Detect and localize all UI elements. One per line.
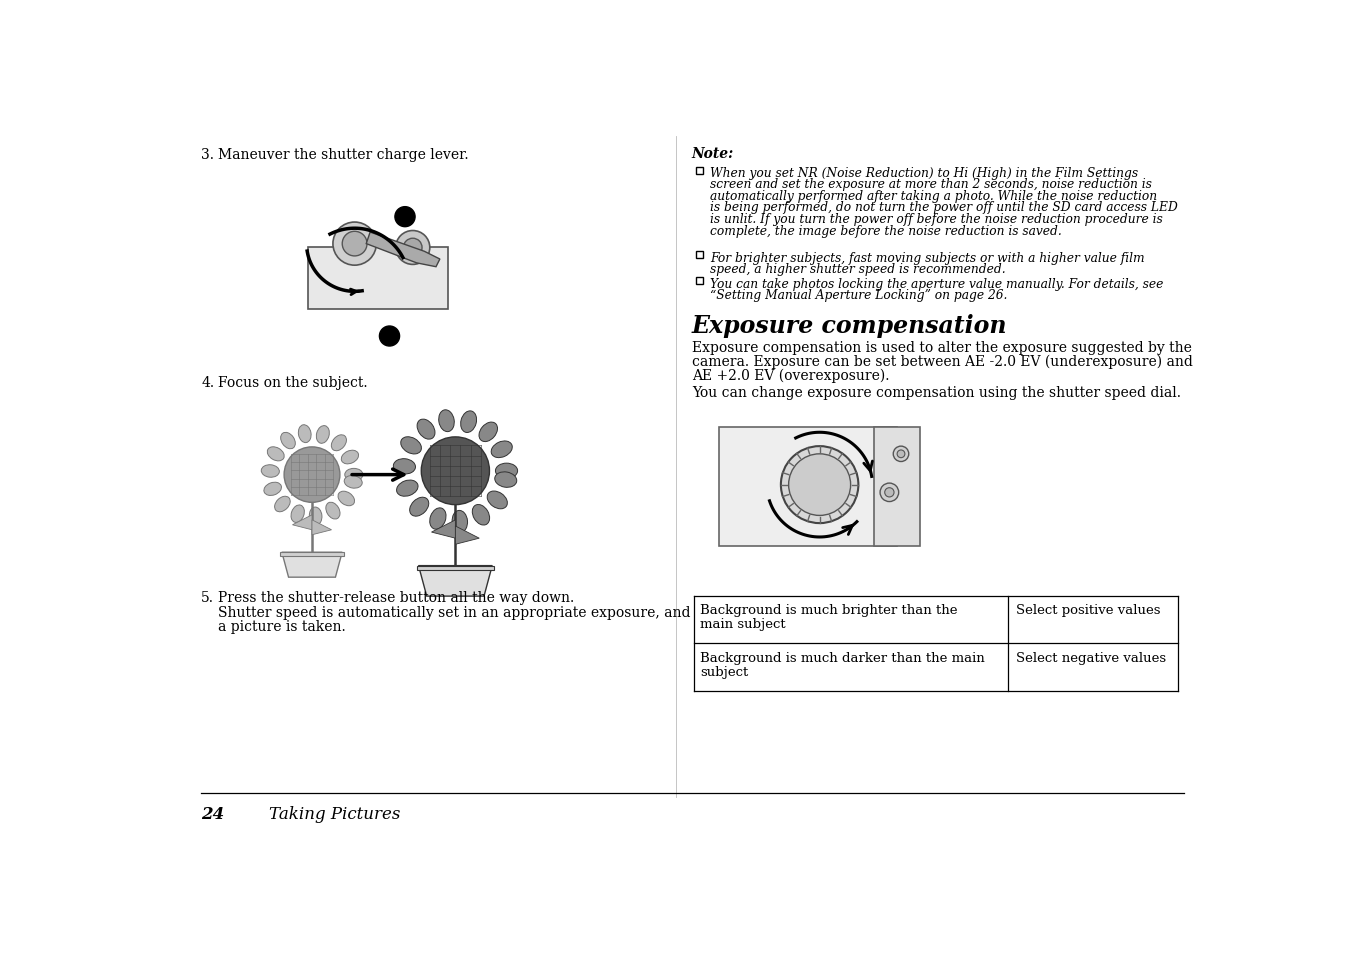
Circle shape <box>893 447 909 462</box>
Text: Press the shutter-release button all the way down.: Press the shutter-release button all the… <box>219 591 575 604</box>
Ellipse shape <box>487 492 507 509</box>
Text: is unlit. If you turn the power off before the noise reduction procedure is: is unlit. If you turn the power off befo… <box>711 213 1163 226</box>
Circle shape <box>395 232 430 265</box>
Ellipse shape <box>410 497 429 517</box>
Text: Note:: Note: <box>692 147 734 161</box>
Circle shape <box>333 223 376 266</box>
Ellipse shape <box>401 437 421 455</box>
Bar <box>696 278 703 285</box>
Ellipse shape <box>472 505 490 525</box>
Ellipse shape <box>339 492 355 506</box>
Ellipse shape <box>291 505 305 523</box>
Ellipse shape <box>332 436 347 452</box>
Ellipse shape <box>326 502 340 519</box>
Text: 2: 2 <box>384 330 394 344</box>
Text: Background is much darker than the main: Background is much darker than the main <box>700 651 985 664</box>
Text: Maneuver the shutter charge lever.: Maneuver the shutter charge lever. <box>219 149 469 162</box>
Text: “Setting Manual Aperture Locking” on page 26.: “Setting Manual Aperture Locking” on pag… <box>711 289 1008 302</box>
Polygon shape <box>282 553 343 578</box>
Circle shape <box>403 239 422 257</box>
Text: Select positive values: Select positive values <box>1016 603 1160 617</box>
Text: speed, a higher shutter speed is recommended.: speed, a higher shutter speed is recomme… <box>711 263 1006 275</box>
Ellipse shape <box>397 480 418 497</box>
Text: 5.: 5. <box>201 591 214 604</box>
Polygon shape <box>432 520 456 538</box>
Text: Exposure compensation: Exposure compensation <box>692 314 1008 337</box>
Ellipse shape <box>495 473 517 488</box>
Ellipse shape <box>394 459 415 475</box>
Ellipse shape <box>430 508 447 530</box>
Bar <box>417 566 494 571</box>
Polygon shape <box>418 566 492 597</box>
Text: subject: subject <box>700 665 749 679</box>
Circle shape <box>885 488 894 497</box>
Ellipse shape <box>452 511 468 533</box>
Ellipse shape <box>341 451 359 464</box>
Text: 1: 1 <box>401 211 410 224</box>
Text: main subject: main subject <box>700 618 786 630</box>
Bar <box>308 248 448 310</box>
Ellipse shape <box>460 412 476 433</box>
Text: Taking Pictures: Taking Pictures <box>270 805 401 822</box>
Ellipse shape <box>264 483 282 496</box>
Text: screen and set the exposure at more than 2 seconds, noise reduction is: screen and set the exposure at more than… <box>711 178 1152 192</box>
Ellipse shape <box>479 422 498 442</box>
Text: 24: 24 <box>201 805 224 822</box>
Ellipse shape <box>298 425 312 443</box>
Ellipse shape <box>345 469 363 481</box>
Text: For brighter subjects, fast moving subjects or with a higher value film: For brighter subjects, fast moving subje… <box>711 252 1145 264</box>
Text: Focus on the subject.: Focus on the subject. <box>219 375 368 389</box>
Circle shape <box>789 455 851 516</box>
Text: Shutter speed is automatically set in an appropriate exposure, and: Shutter speed is automatically set in an… <box>219 605 691 619</box>
Ellipse shape <box>275 497 290 512</box>
Circle shape <box>379 327 399 347</box>
Text: Background is much brighter than the: Background is much brighter than the <box>700 603 958 617</box>
Text: is being performed, do not turn the power off until the SD card access LED: is being performed, do not turn the powe… <box>711 201 1178 214</box>
Ellipse shape <box>491 441 513 458</box>
Bar <box>696 252 703 259</box>
Ellipse shape <box>281 433 295 449</box>
Text: You can take photos locking the aperture value manually. For details, see: You can take photos locking the aperture… <box>711 277 1164 291</box>
Ellipse shape <box>316 426 329 444</box>
Ellipse shape <box>495 464 518 478</box>
Circle shape <box>897 451 905 458</box>
Circle shape <box>421 437 490 505</box>
Text: 4.: 4. <box>201 375 214 389</box>
Text: automatically performed after taking a photo. While the noise reduction: automatically performed after taking a p… <box>711 190 1157 203</box>
Circle shape <box>285 447 340 503</box>
Text: camera. Exposure can be set between AE -2.0 EV (underexposure) and: camera. Exposure can be set between AE -… <box>692 355 1193 369</box>
Circle shape <box>880 483 898 502</box>
Circle shape <box>781 447 858 523</box>
Polygon shape <box>312 520 332 536</box>
Bar <box>719 428 897 547</box>
Bar <box>281 553 344 557</box>
Polygon shape <box>456 526 479 545</box>
Ellipse shape <box>344 476 363 489</box>
Ellipse shape <box>438 411 455 432</box>
Text: AE +2.0 EV (overexposure).: AE +2.0 EV (overexposure). <box>692 368 889 382</box>
Polygon shape <box>366 233 440 268</box>
Text: complete, the image before the noise reduction is saved.: complete, the image before the noise red… <box>711 224 1062 237</box>
Text: a picture is taken.: a picture is taken. <box>219 619 345 634</box>
Circle shape <box>395 208 415 228</box>
Ellipse shape <box>417 419 434 439</box>
Polygon shape <box>293 516 312 530</box>
Bar <box>874 428 920 547</box>
Ellipse shape <box>267 447 285 461</box>
Bar <box>696 168 703 174</box>
Text: You can change exposure compensation using the shutter speed dial.: You can change exposure compensation usi… <box>692 385 1180 399</box>
Text: 3.: 3. <box>201 149 214 162</box>
Ellipse shape <box>262 465 279 477</box>
Text: When you set NR (Noise Reduction) to Hi (High) in the Film Settings: When you set NR (Noise Reduction) to Hi … <box>711 167 1139 180</box>
Text: Select negative values: Select negative values <box>1016 651 1166 664</box>
Ellipse shape <box>309 508 322 525</box>
Text: Exposure compensation is used to alter the exposure suggested by the: Exposure compensation is used to alter t… <box>692 340 1191 355</box>
Circle shape <box>343 232 367 256</box>
